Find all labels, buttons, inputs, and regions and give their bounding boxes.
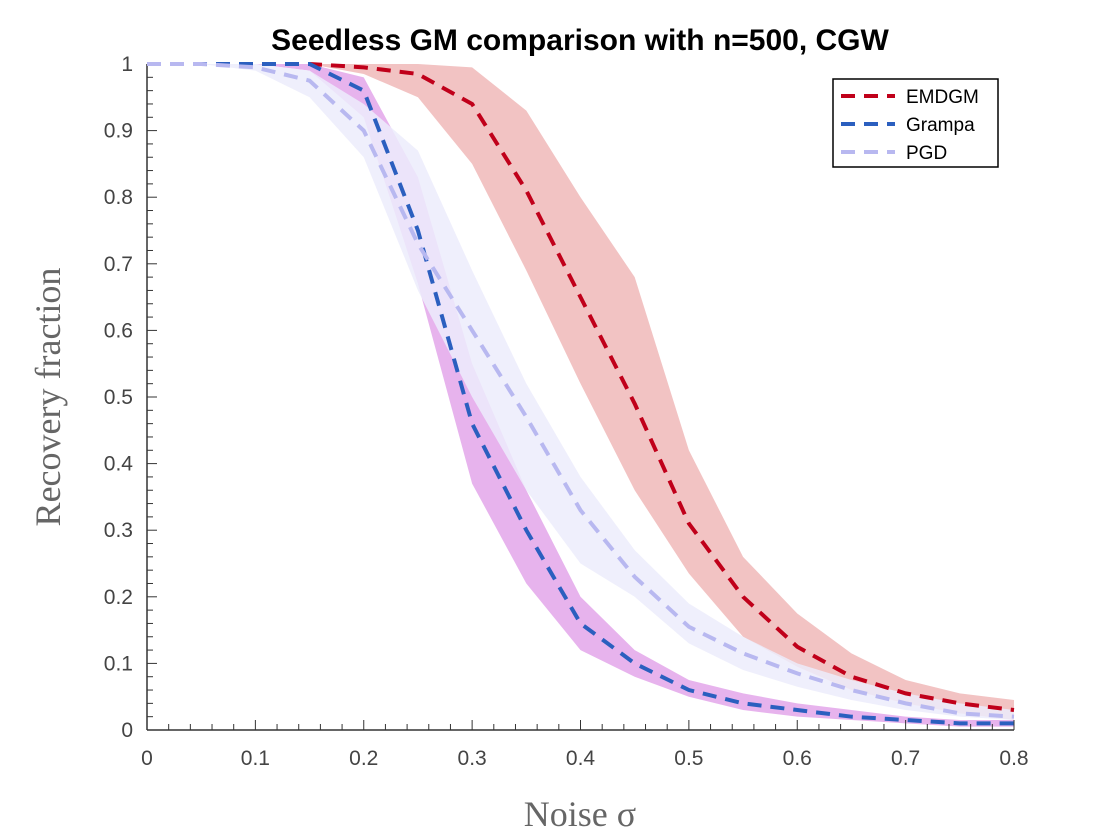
y-tick-label: 0.3	[104, 519, 133, 542]
y-tick-label: 0.2	[104, 586, 133, 609]
y-tick-label: 0.9	[104, 120, 133, 143]
x-tick-label: 0.8	[999, 747, 1028, 770]
y-tick-label: 0.4	[104, 453, 134, 476]
x-tick-label: 0.7	[891, 747, 920, 770]
y-tick-label: 0.6	[104, 319, 133, 342]
legend-label-grampa: Grampa	[906, 115, 975, 136]
series-line-pgd	[147, 62, 1015, 719]
x-axis-label: Noise σ	[524, 794, 636, 834]
y-tick-label: 0	[121, 719, 133, 742]
legend-label-emdgm: EMDGM	[906, 87, 979, 108]
y-axis-label: Recovery fraction	[28, 268, 68, 527]
x-tick-label: 0.2	[349, 747, 378, 770]
legend-box	[832, 78, 999, 168]
legend: EMDGM Grampa PGD	[832, 78, 999, 168]
series-lines	[147, 62, 1015, 726]
x-tick-label: 0.5	[674, 747, 703, 770]
chart-title: Seedless GM comparison with n=500, CGW	[271, 24, 889, 57]
y-tick-label: 0.5	[104, 386, 133, 409]
legend-label-pgd: PGD	[906, 143, 947, 164]
x-tick-label: 0.3	[458, 747, 487, 770]
x-tick-label: 0	[141, 747, 153, 770]
x-tick-label: 0.6	[783, 747, 812, 770]
axes: 0 0.1 0.2 0.3 0.4 0.5 0.6 0.7 0.8 0 0.1 0.2 0.3 0.4 0.…	[104, 53, 1029, 770]
y-tick-label: 1	[121, 53, 133, 76]
x-tick-label: 0.4	[566, 747, 596, 770]
series-line-grampa	[147, 62, 1014, 726]
y-tick-label: 0.7	[104, 253, 133, 276]
x-tick-label: 0.1	[241, 747, 270, 770]
y-tick-label: 0.1	[104, 652, 133, 675]
y-tick-label: 0.8	[104, 186, 133, 209]
